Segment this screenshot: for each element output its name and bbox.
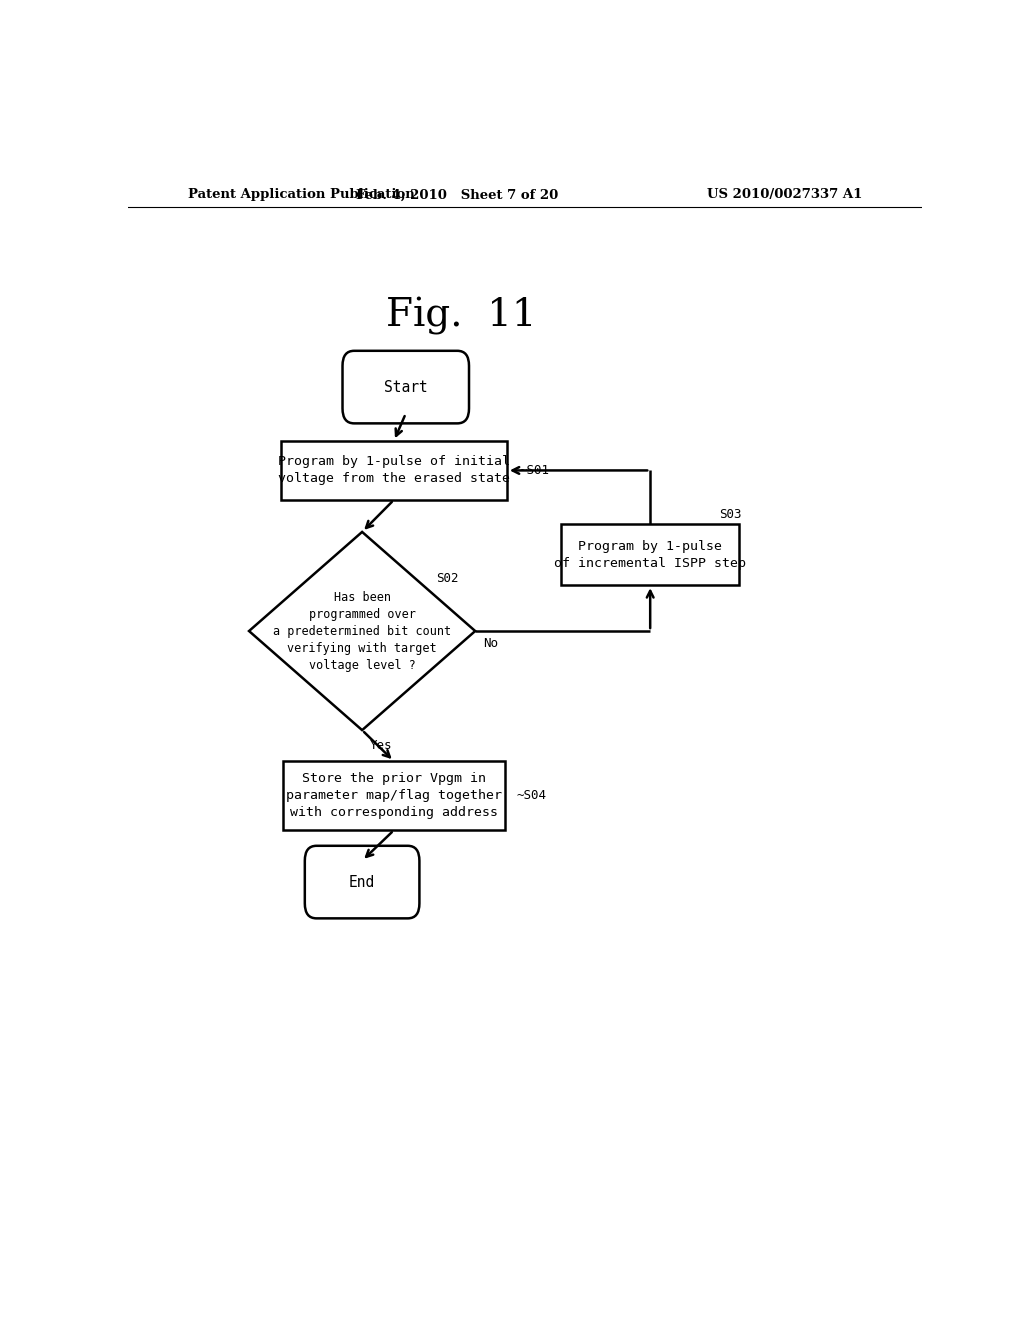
Text: US 2010/0027337 A1: US 2010/0027337 A1: [707, 189, 862, 202]
Text: Has been
programmed over
a predetermined bit count
verifying with target
voltage: Has been programmed over a predetermined…: [273, 590, 452, 672]
Text: No: No: [483, 636, 498, 649]
FancyBboxPatch shape: [342, 351, 469, 424]
Text: ~S04: ~S04: [517, 789, 547, 803]
Text: Store the prior Vpgm in
parameter map/flag together
with corresponding address: Store the prior Vpgm in parameter map/fl…: [286, 772, 502, 820]
FancyBboxPatch shape: [305, 846, 420, 919]
Text: Fig.  11: Fig. 11: [386, 297, 537, 335]
Bar: [283, 762, 505, 830]
Text: S03: S03: [719, 508, 741, 520]
Text: Patent Application Publication: Patent Application Publication: [187, 189, 415, 202]
Bar: [281, 441, 507, 500]
Polygon shape: [249, 532, 475, 730]
Bar: [561, 524, 739, 585]
Text: Program by 1-pulse of initial
voltage from the erased state: Program by 1-pulse of initial voltage fr…: [278, 455, 510, 486]
Text: S02: S02: [436, 572, 459, 585]
Text: Program by 1-pulse
of incremental ISPP step: Program by 1-pulse of incremental ISPP s…: [554, 540, 746, 570]
Text: End: End: [349, 875, 375, 890]
Text: Yes: Yes: [370, 739, 392, 752]
Text: Start: Start: [384, 380, 428, 395]
Text: ~S01: ~S01: [519, 463, 549, 477]
Text: Feb. 4, 2010   Sheet 7 of 20: Feb. 4, 2010 Sheet 7 of 20: [356, 189, 558, 202]
